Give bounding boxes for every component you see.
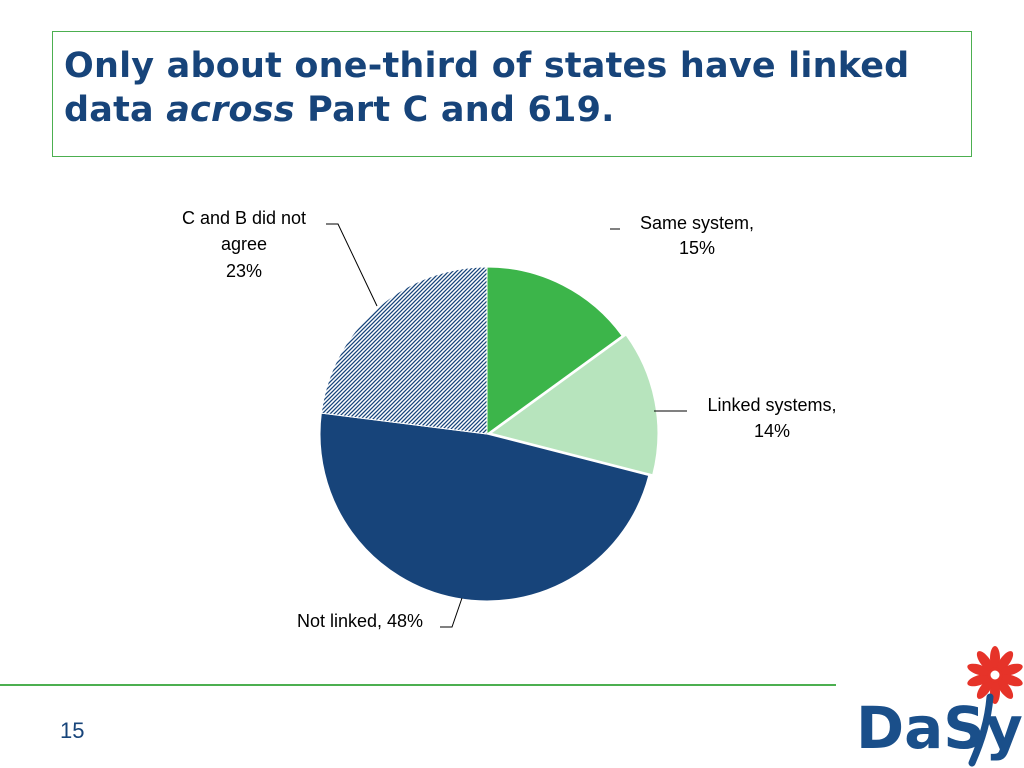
leader-lines <box>326 223 687 628</box>
data-label-same-system: 15% <box>679 238 715 258</box>
title-text-2: Part C and 619. <box>294 90 615 130</box>
data-label-linked-systems: Linked systems, <box>707 395 836 415</box>
data-label-did-not-agree: 23% <box>226 261 262 281</box>
slide-number: 15 <box>60 718 85 743</box>
title-text-1: Only about one-third of states have link… <box>64 46 910 130</box>
pie-slice-same-system <box>486 266 623 435</box>
data-label-not-linked: Not linked, 48% <box>297 611 423 631</box>
slide-title: Only about one-third of states have link… <box>64 44 971 132</box>
pie-slice-not-linked <box>319 412 650 602</box>
title-emphasis: across <box>166 90 295 130</box>
slice-labels: Same system, 15% Linked systems, 14% Not lin… <box>182 208 837 631</box>
pie-chart: Same system, 15% Linked systems, 14% Not lin… <box>182 208 837 631</box>
leader-line-not-linked <box>440 597 463 628</box>
footer-divider <box>0 684 836 686</box>
pie-slice-did-not-agree <box>320 266 488 435</box>
data-label-same-system: Same system, <box>640 213 754 233</box>
logo-wordmark: DaSy <box>856 694 1023 762</box>
data-label-did-not-agree: agree <box>221 234 267 254</box>
data-label-did-not-agree: C and B did not <box>182 208 306 228</box>
leader-line-did-not-agree <box>326 223 378 307</box>
pie-slice-linked-systems <box>489 334 659 476</box>
data-label-linked-systems: 14% <box>754 421 790 441</box>
title-frame: Only about one-third of states have link… <box>52 31 972 157</box>
dasy-logo: DaSy <box>856 646 1023 767</box>
pie-slices <box>319 266 659 602</box>
